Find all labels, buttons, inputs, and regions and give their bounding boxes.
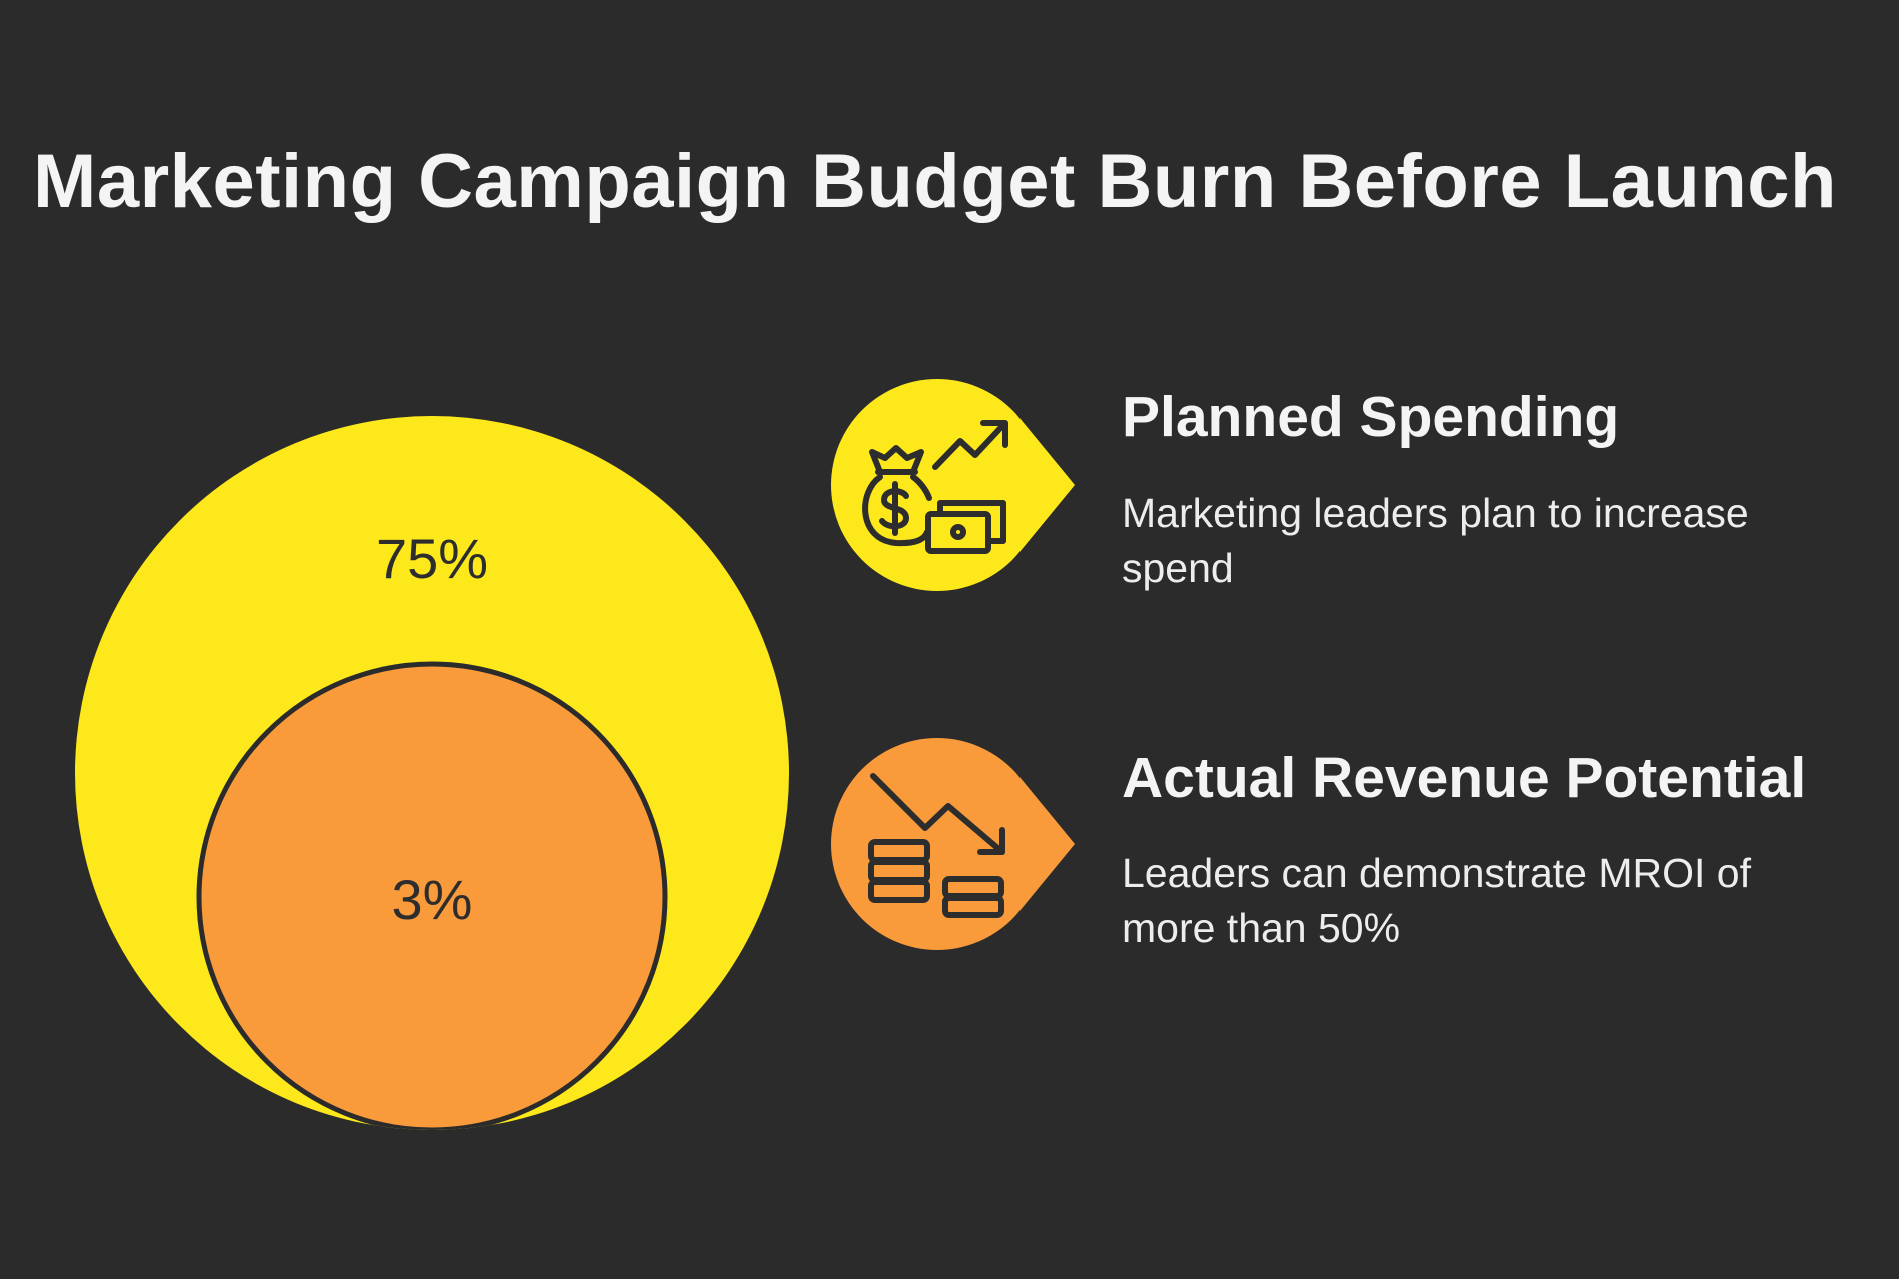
inner-circle <box>196 661 668 1130</box>
actual-revenue-badge <box>831 738 1075 950</box>
actual-revenue-heading: Actual Revenue Potential <box>1122 746 1807 810</box>
actual-revenue-description: Leaders can demonstrate MROI of more tha… <box>1122 850 1751 951</box>
planned-spending-description: Marketing leaders plan to increase spend <box>1122 490 1749 591</box>
inner-circle-label: 3% <box>392 868 473 931</box>
page-title: Marketing Campaign Budget Burn Before La… <box>33 139 1837 224</box>
planned-spending-heading: Planned Spending <box>1122 385 1620 449</box>
coins-decline-icon <box>868 773 1005 918</box>
planned-spending-badge <box>831 379 1075 591</box>
outer-circle-label: 75% <box>376 527 488 590</box>
money-bag-growth-icon <box>862 420 1008 554</box>
